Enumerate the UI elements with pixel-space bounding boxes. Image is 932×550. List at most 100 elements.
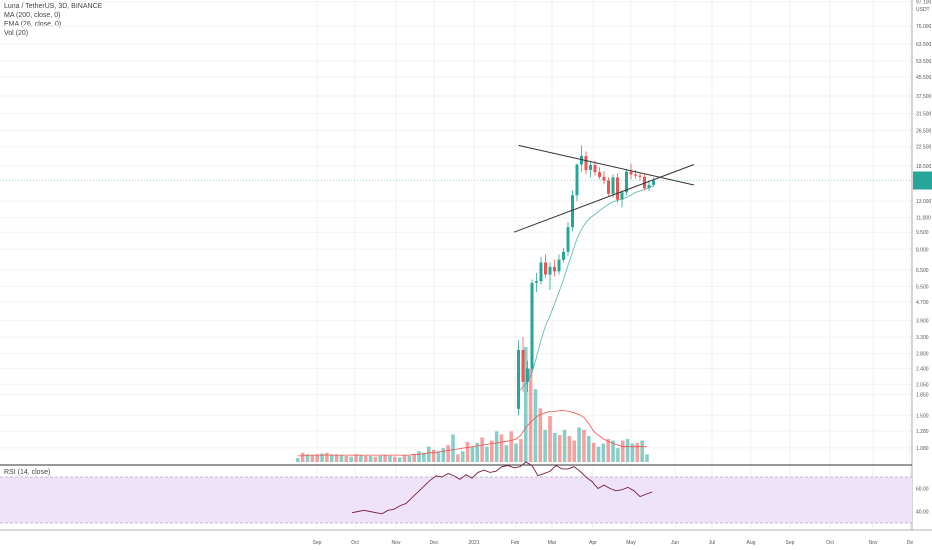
volume-bar [407,455,412,462]
volume-bar [378,455,383,462]
triangle-trendline[interactable] [513,164,695,233]
candle-body [566,227,570,252]
legend-rsi[interactable]: RSI (14, close) [4,469,51,476]
volume-bar [470,446,475,462]
volume-bar [596,446,601,462]
volume-bar [310,455,315,462]
price-axis-label: 1.080 [916,446,929,452]
candle-body [517,349,520,409]
legend-ma[interactable]: MA (200, close, 0) [4,12,61,19]
volume-bar [480,437,484,462]
legend-ema[interactable]: EMA (26, close, 0) [4,21,62,28]
volume-bar [548,416,552,462]
candle-body [620,192,624,200]
time-axis-label: De [907,540,914,546]
triangle-trendline[interactable] [518,144,695,186]
candle-body [638,175,642,177]
ema-line [518,185,654,393]
candle-body [553,266,556,272]
volume-bar [572,440,577,462]
volume-bar [373,456,378,462]
volume-bar [344,455,349,462]
candle-body [602,176,606,181]
candle-body [625,171,628,193]
candle-body [598,172,601,177]
candle-body [629,171,633,175]
price-axis-label: 63.500 [916,42,932,48]
volume-bar [315,454,319,462]
volume-bar [591,442,596,462]
candle-body [643,176,646,189]
volume-bar [582,429,586,462]
volume-bar [446,445,450,462]
candle-body [544,262,547,275]
volume-bar [300,452,305,462]
time-axis-label: Sep [786,540,795,546]
volume-bar [499,434,504,462]
volume-bar [601,443,606,462]
candle-body [557,259,561,272]
candle-body [535,281,538,283]
volume-bar [388,455,392,462]
price-axis-label: 1.280 [916,429,929,435]
volume-bar [460,451,465,462]
volume-bar [494,431,499,462]
volume-bar [630,443,635,462]
volume-bar [509,431,513,462]
price-axis-label: 2.800 [916,351,929,357]
volume-bar [325,452,329,462]
volume-bar [543,429,547,462]
volume-bar [645,454,649,462]
volume-bar [490,440,494,462]
volume-bar [363,455,368,462]
candle-body [589,165,592,170]
candle-body [575,164,579,196]
volume-bar [625,439,630,462]
volume-ma-line [297,410,647,457]
volume-bar [422,452,426,462]
candle-body [607,180,610,194]
time-axis-label: 2021 [468,540,479,546]
volume-bar [475,442,480,462]
candle-body [526,368,529,382]
volume-bar [320,453,324,462]
price-axis-label: 76.000 [916,24,932,30]
volume-bar [417,451,421,462]
time-axis-label: Apr [589,540,597,546]
volume-bar [451,434,455,462]
price-axis-label: 13.000 [916,199,932,205]
last-price-tag [913,171,932,190]
volume-bar [334,454,339,462]
volume-bar [359,455,363,462]
price-axis-label: 3.300 [916,335,929,341]
candle-body [530,282,534,369]
price-axis-label: 26.500 [916,128,932,134]
volume-bar [296,458,300,462]
price-axis-label: 22.500 [916,145,932,151]
volume-bar [397,457,402,462]
volume-bar [528,368,533,462]
candle-body [634,174,637,176]
rsi-axis-label: 40.00 [916,510,929,516]
candle-body [548,266,552,275]
legend-vol[interactable]: Vol (20) [4,30,29,37]
volume-bar [562,429,567,462]
price-axis-label: 53.500 [916,59,932,65]
volume-bar [577,427,581,462]
price-axis-label: 37.500 [916,94,932,100]
volume-bar [402,455,407,462]
time-axis-label: Sep [313,540,322,546]
price-axis-label: 1.850 [916,392,929,398]
volume-bar [305,454,310,462]
volume-bar [426,446,431,462]
chart-legend-symbol[interactable]: Luna / TetherUS, 3D, BINANCE [4,3,103,10]
candle-body [562,251,565,260]
volume-bar [368,455,373,462]
price-axis-label: 2.050 [916,382,929,388]
volume-bar [329,454,334,462]
candle-body [584,155,588,170]
candle-body [539,262,543,282]
volume-bar [620,440,625,462]
candle-body [611,177,615,194]
